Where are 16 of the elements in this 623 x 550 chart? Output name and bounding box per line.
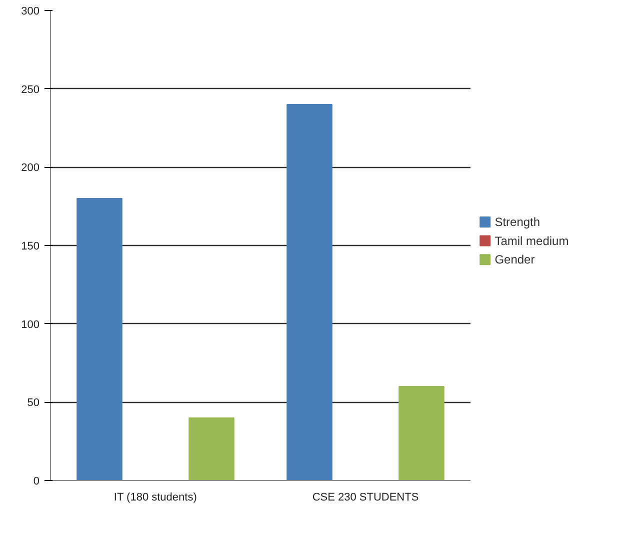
- bar: [286, 104, 332, 480]
- y-tick-label: 200: [21, 162, 40, 174]
- x-tick-label: CSE 230 STUDENTS: [312, 492, 419, 504]
- y-tick-label: 100: [21, 318, 40, 331]
- bar: [76, 198, 122, 480]
- y-tick-label: 50: [27, 397, 40, 410]
- legend-label: Strength: [494, 215, 540, 229]
- y-tick-label: 300: [21, 6, 40, 18]
- x-tick-label: IT (180 students): [114, 492, 197, 504]
- y-tick-label: 150: [21, 240, 40, 252]
- y-tick-label: 0: [33, 476, 40, 488]
- y-tick-label: 250: [21, 84, 40, 96]
- legend-label: Gender: [494, 252, 535, 267]
- bar: [398, 386, 444, 480]
- bar: [188, 417, 234, 480]
- legend-label: Tamil medium: [494, 234, 569, 248]
